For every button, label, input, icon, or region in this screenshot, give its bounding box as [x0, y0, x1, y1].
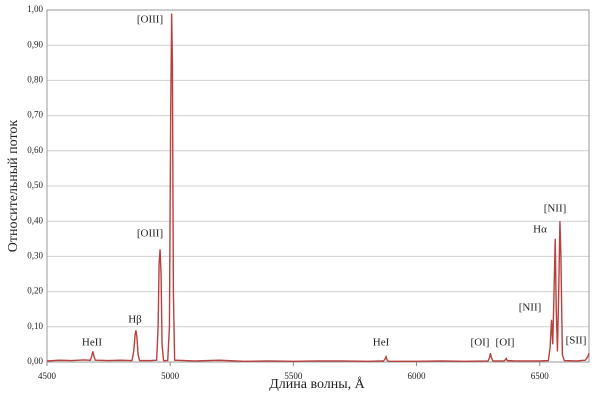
- x-tick-label: 6500: [531, 371, 550, 381]
- x-tick-label: 5000: [161, 371, 180, 381]
- annotation: Hα: [533, 224, 547, 236]
- annotation: [OI]: [496, 337, 515, 349]
- x-tick-label: 5500: [284, 371, 303, 381]
- y-tick-label: 0,20: [27, 286, 43, 296]
- annotation: [NII]: [544, 203, 567, 215]
- annotation: [OIII]: [137, 228, 163, 240]
- y-tick-label: 0,80: [27, 74, 43, 84]
- annotation: [OIII]: [137, 14, 163, 26]
- y-tick-label: 0,10: [27, 321, 43, 331]
- annotation: HeII: [82, 337, 102, 349]
- x-tick-label: 4500: [38, 371, 57, 381]
- y-tick-label: 0,00: [27, 356, 43, 366]
- x-tick-label: 6000: [408, 371, 427, 381]
- annotation: [NII]: [519, 302, 542, 314]
- spectrum-line: [46, 13, 590, 363]
- y-tick-label: 0,70: [27, 110, 43, 120]
- plot-border: [46, 9, 590, 363]
- y-tick-label: 0,60: [27, 145, 43, 155]
- annotation: Hβ: [128, 314, 142, 326]
- annotation: [SII]: [566, 335, 587, 347]
- y-tick-label: 0,30: [27, 250, 43, 260]
- y-tick-label: 0,90: [27, 39, 43, 49]
- y-tick-label: 1,00: [27, 4, 43, 14]
- y-axis-label: Относительный поток: [6, 120, 21, 253]
- annotation: [OI]: [471, 337, 490, 349]
- x-axis-label: Длина волны, Å: [269, 376, 365, 392]
- y-tick-label: 0,40: [27, 215, 43, 225]
- y-tick-label: 0,50: [27, 180, 43, 190]
- annotation: HeI: [373, 337, 390, 349]
